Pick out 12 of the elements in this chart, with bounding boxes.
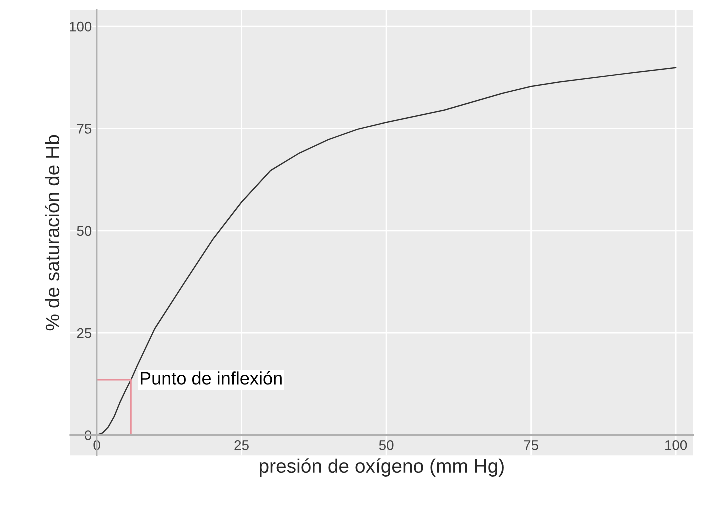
annotation: Punto de inflexión: [141, 371, 282, 385]
y-tick-label: 50: [77, 226, 92, 236]
x-tick-label: 100: [666, 440, 688, 450]
y-tick-label: 75: [77, 124, 92, 134]
x-tick-label: 50: [379, 440, 394, 450]
x-tick-label: 75: [524, 440, 538, 450]
line-series: [96, 67, 677, 436]
x-axis-title: presión de oxígeno (mm Hg): [260, 458, 504, 477]
y-tick-label: 100: [70, 22, 92, 32]
y-axis-title: % de saturación de Hb: [45, 135, 60, 331]
y-tick-label: 25: [77, 328, 92, 338]
x-tick-label: 25: [234, 440, 249, 450]
